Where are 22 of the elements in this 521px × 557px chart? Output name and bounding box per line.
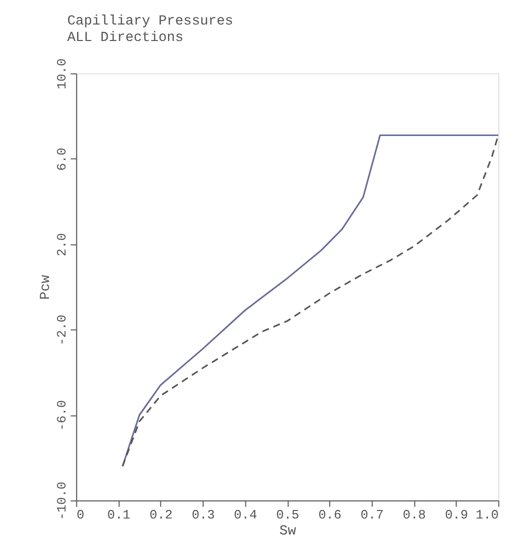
y-tick-label: 6.0 [54, 148, 70, 171]
x-tick-label: 0.2 [149, 508, 173, 523]
x-tick-label: 1.0 [476, 508, 499, 523]
y-tick-label: -2.0 [54, 314, 70, 346]
y-tick-label: -6.0 [54, 400, 70, 431]
x-tick-label: 0.8 [402, 508, 426, 523]
x-tick-label: 0.9 [444, 508, 468, 523]
line-series [122, 134, 500, 468]
x-tick-label: 0.1 [107, 508, 131, 523]
x-tick-label: 0 [76, 508, 84, 523]
y-tick-label: -10.0 [54, 482, 70, 520]
y-tick-label: 2.0 [54, 233, 70, 256]
chart-subtitle: ALL Directions [67, 30, 184, 46]
x-axis-title: Sw [279, 524, 297, 540]
x-tick-label: 0.7 [360, 508, 384, 523]
chart-title: Capilliary Pressures [67, 13, 234, 30]
x-tick-label: 0.4 [234, 508, 258, 523]
y-tick-label: 10.0 [54, 58, 70, 90]
x-tick-label: 0.5 [276, 508, 300, 523]
y-axis-title: Pcw [38, 274, 54, 300]
x-tick-label: 0.3 [192, 508, 215, 523]
x-tick-label: 0.6 [318, 508, 342, 523]
